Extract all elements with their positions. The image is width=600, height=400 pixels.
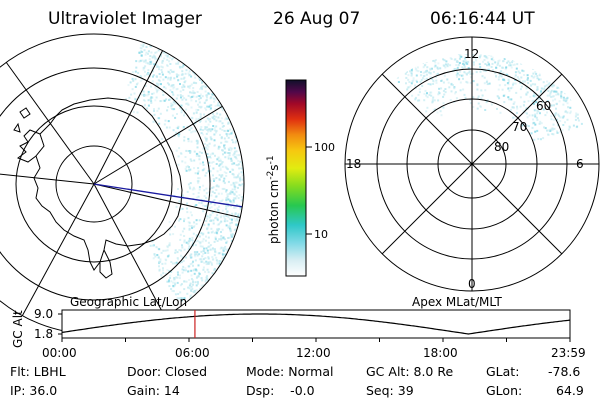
time-tick-0000: 00:00	[42, 346, 77, 360]
altitude-plot: GC Alt 9.0 1.8 00:00 06:00 12:00 18:00 2…	[11, 307, 586, 360]
colorbar-tick-100: 100	[314, 141, 335, 154]
dsp-info: Dsp: -0.0	[246, 383, 315, 398]
spacecraft-ground-track	[93, 183, 244, 209]
glat-label: GLat:	[486, 364, 519, 379]
mlt-label-6: 6	[576, 157, 584, 171]
status-info: Flt: LBHL Door: Closed Mode: Normal GC A…	[10, 364, 584, 398]
glat-value: -78.6	[548, 364, 580, 379]
ip-info: IP: 36.0	[10, 383, 57, 398]
aurora-emission-left	[125, 43, 244, 303]
instrument-title: Ultraviolet Imager	[48, 9, 202, 29]
time-tick-0600: 06:00	[175, 346, 210, 360]
antarctica-coastline	[33, 97, 183, 271]
aurora-emission-right	[396, 54, 583, 141]
mlt-label-0: 0	[468, 277, 476, 291]
time-tick-1800: 18:00	[423, 346, 458, 360]
door-info: Door: Closed	[127, 364, 207, 379]
mlt-label-18: 18	[346, 157, 361, 171]
magnetic-map: 12 18 6 0 60 70 80	[344, 36, 600, 292]
sequence-info: Seq: 39	[366, 383, 414, 398]
time-label: 06:16:44 UT	[430, 9, 535, 29]
time-tick-2359: 23:59	[551, 346, 586, 360]
time-tick-1200: 12:00	[296, 346, 331, 360]
colorbar-tick-10: 10	[314, 228, 328, 241]
filter-info: Flt: LBHL	[10, 364, 66, 379]
altitude-plot-frame	[61, 309, 571, 339]
mlt-label-12: 12	[464, 47, 479, 61]
colorbar-units: photon cm-2s-1	[266, 155, 281, 244]
colorbar-gradient	[285, 79, 307, 277]
color-scale: 100 10 photon cm-2s-1	[266, 79, 335, 277]
gc-altitude-info: GC Alt: 8.0 Re	[366, 364, 453, 379]
altitude-tick-1-8: 1.8	[34, 327, 53, 341]
mlat-label-80: 80	[494, 140, 509, 154]
gain-info: Gain: 14	[127, 383, 180, 398]
altitude-axis-label: GC Alt	[11, 310, 25, 348]
altitude-tick-9: 9.0	[34, 307, 53, 321]
altitude-curve	[61, 313, 571, 335]
date-label: 26 Aug 07	[273, 9, 360, 29]
glon-value: 64.9	[556, 383, 584, 398]
geographic-map	[0, 33, 245, 335]
glon-label: GLon:	[486, 383, 522, 398]
mlat-label-60: 60	[536, 99, 551, 113]
mode-info: Mode: Normal	[246, 364, 333, 379]
left-map-caption: Geographic Lat/Lon	[70, 295, 187, 309]
right-map-caption: Apex MLat/MLT	[412, 295, 502, 309]
mlat-label-70: 70	[512, 120, 527, 134]
